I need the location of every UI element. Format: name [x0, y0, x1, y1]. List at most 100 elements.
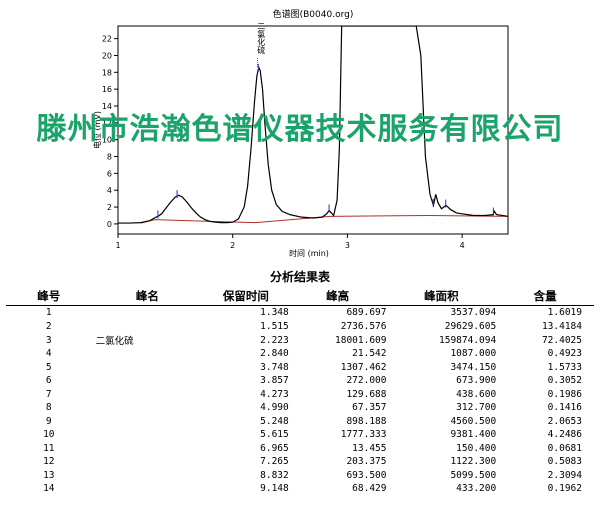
table-body: 1 1.348 689.697 3537.094 1.6019 2 1.515 2736.57… — [6, 306, 594, 496]
cell-content: 2.0653 — [547, 415, 582, 427]
cell-retention-time: 4.990 — [260, 402, 289, 414]
cell-peak-name: 二氯化硫 — [95, 336, 134, 347]
cell-content: 0.4923 — [547, 348, 582, 360]
y-tick-label: 18 — [102, 68, 112, 77]
y-tick-label: 20 — [102, 51, 112, 60]
cell-retention-time: 4.273 — [260, 388, 289, 400]
table-row: 6 3.857 272.000 673.900 0.3052 — [6, 374, 594, 388]
cell-content: 0.3052 — [547, 375, 582, 387]
x-tick-label: 4 — [460, 241, 465, 250]
cell-peak-area: 5099.500 — [450, 469, 497, 481]
chart-title: 色谱图(B0040.org) — [273, 8, 354, 20]
table-row: 5 3.748 1307.462 3474.150 1.5733 — [6, 361, 594, 375]
header-peak-name: 峰名 — [91, 286, 204, 306]
cell-peak-area: 29629.605 — [444, 320, 497, 332]
y-tick-label: 12 — [102, 119, 112, 128]
cell-peak-number: 10 — [43, 429, 55, 441]
cell-peak-name — [92, 320, 203, 334]
y-tick-label: 4 — [107, 186, 112, 195]
cell-peak-number: 6 — [45, 375, 52, 387]
cell-peak-number: 3 — [45, 334, 52, 346]
plot-frame — [117, 25, 509, 235]
cell-content: 0.0681 — [547, 442, 582, 454]
cell-peak-name — [92, 374, 203, 388]
cell-content: 2.3094 — [547, 469, 582, 481]
cell-peak-area: 9381.400 — [450, 429, 497, 441]
cell-retention-time: 5.615 — [260, 429, 289, 441]
cell-peak-height: 67.357 — [352, 402, 387, 414]
cell-retention-time: 2.223 — [260, 334, 289, 346]
cell-peak-height: 272.000 — [346, 375, 387, 387]
cell-retention-time: 7.265 — [260, 456, 289, 468]
chromatogram-trace — [118, 26, 508, 224]
table-row: 13 8.832 693.500 5099.500 2.3094 — [6, 469, 594, 483]
x-tick-label: 2 — [230, 241, 235, 250]
table-header-row: 峰号 峰名 保留时间 峰高 峰面积 含量 — [6, 286, 594, 306]
cell-peak-area: 1122.300 — [450, 456, 497, 468]
cell-peak-height: 1777.333 — [340, 429, 387, 441]
cell-peak-name — [92, 469, 203, 483]
peak-annotation-label: 二氯化硫 — [257, 22, 266, 55]
cell-peak-number: 5 — [45, 361, 52, 373]
table-row: 10 5.615 1777.333 9381.400 4.2486 — [6, 428, 594, 442]
header-content: 含量 — [496, 286, 594, 306]
cell-peak-name — [92, 388, 203, 402]
cell-content: 72.4025 — [541, 334, 582, 346]
cell-retention-time: 9.148 — [260, 483, 289, 495]
cell-retention-time: 6.965 — [260, 442, 289, 454]
cell-peak-height: 18001.609 — [335, 334, 387, 346]
table-row: 8 4.990 67.357 312.700 0.1416 — [6, 401, 594, 415]
cell-peak-area: 4560.500 — [450, 415, 497, 427]
cell-peak-name — [92, 442, 203, 456]
cell-retention-time: 8.832 — [260, 469, 289, 481]
cell-peak-height: 129.688 — [346, 388, 387, 400]
header-peak-number: 峰号 — [6, 286, 92, 306]
cell-peak-number: 14 — [43, 483, 55, 495]
cell-retention-time: 2.840 — [260, 348, 289, 360]
cell-peak-area: 3474.150 — [450, 361, 497, 373]
report-title: 分析结果表 — [269, 270, 330, 284]
header-peak-area: 峰面积 — [386, 286, 497, 306]
cell-peak-name — [92, 306, 203, 320]
y-tick-label: 16 — [102, 85, 112, 94]
y-tick-label: 22 — [102, 35, 112, 44]
table-row: 14 9.148 68.429 433.200 0.1962 — [6, 482, 594, 496]
table-row: 12 7.265 203.375 1122.300 0.5083 — [6, 455, 594, 469]
y-axis-label: 电位 (mV) — [92, 111, 102, 149]
cell-content: 0.1986 — [547, 388, 582, 400]
cell-peak-number: 9 — [45, 415, 52, 427]
cell-peak-number: 13 — [43, 469, 55, 481]
y-tick-label: 6 — [107, 169, 112, 178]
cell-peak-number: 11 — [43, 442, 55, 454]
cell-peak-area: 312.700 — [456, 402, 497, 414]
cell-peak-height: 898.188 — [346, 415, 387, 427]
cell-peak-height: 693.500 — [346, 469, 387, 481]
cell-content: 13.4184 — [541, 320, 582, 332]
cell-content: 1.5733 — [547, 361, 582, 373]
cell-peak-number: 1 — [45, 307, 52, 319]
cell-peak-height: 203.375 — [346, 456, 387, 468]
cell-peak-name — [92, 482, 203, 496]
cell-peak-area: 1087.000 — [450, 348, 497, 360]
cell-retention-time: 3.857 — [260, 375, 289, 387]
cell-peak-height: 68.429 — [352, 483, 387, 495]
table-row: 9 5.248 898.188 4560.500 2.0653 — [6, 415, 594, 429]
baseline-line — [140, 214, 508, 224]
table-row: 2 1.515 2736.576 29629.605 13.4184 — [6, 320, 594, 334]
cell-content: 0.1962 — [547, 483, 582, 495]
cell-content: 0.5083 — [547, 456, 582, 468]
cell-peak-height: 13.455 — [352, 442, 387, 454]
cell-peak-name — [92, 361, 203, 375]
cell-peak-area: 438.600 — [456, 388, 497, 400]
x-tick-label: 1 — [115, 241, 120, 250]
table-row: 11 6.965 13.455 150.400 0.0681 — [6, 442, 594, 456]
cell-peak-height: 689.697 — [346, 307, 387, 319]
cell-peak-height: 2736.576 — [340, 320, 387, 332]
header-peak-height: 峰高 — [288, 286, 387, 306]
cell-peak-area: 673.900 — [456, 375, 497, 387]
cell-peak-height: 1307.462 — [340, 361, 387, 373]
cell-peak-area: 159874.094 — [439, 334, 497, 346]
y-tick-label: 14 — [102, 102, 112, 111]
results-table: 峰号 峰名 保留时间 峰高 峰面积 含量 1 1.348 689.697 3537.0… — [6, 286, 594, 496]
